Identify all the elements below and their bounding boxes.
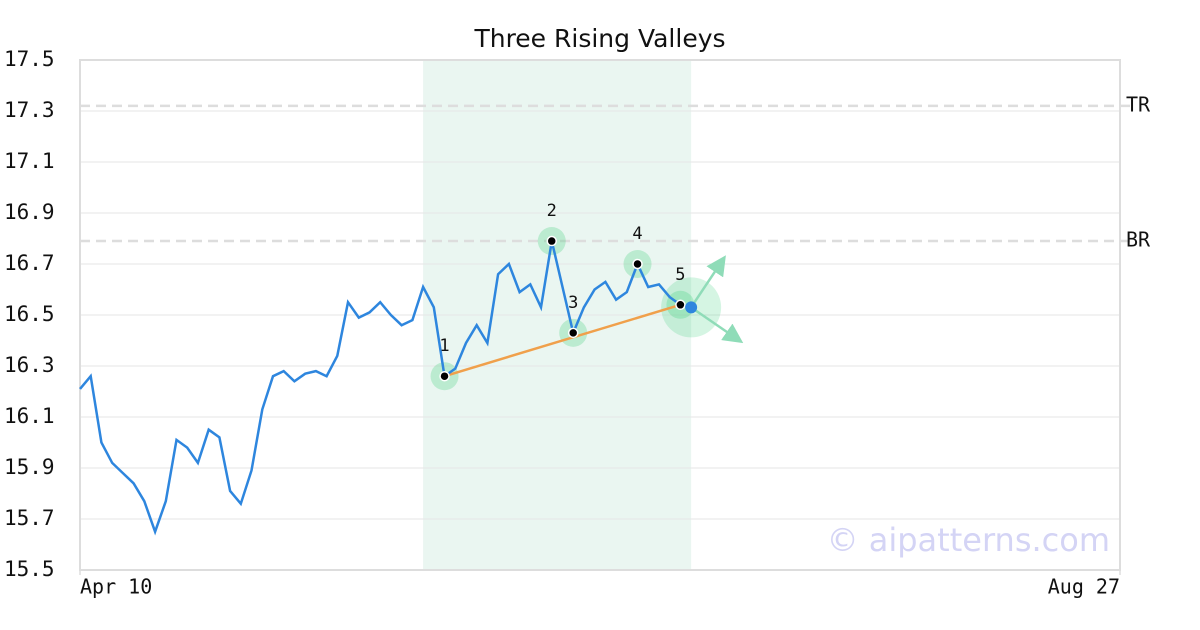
- y-tick-label: 16.9: [4, 200, 55, 224]
- y-tick-label: 17.5: [4, 47, 55, 71]
- pattern-label: 3: [568, 293, 578, 313]
- pattern-label: 4: [632, 224, 642, 244]
- pattern-point: [439, 370, 450, 382]
- arrow-up: [690, 255, 726, 309]
- pattern-point: [632, 258, 643, 270]
- y-tick-label: 16.1: [4, 404, 55, 428]
- y-tick-label: 16.5: [4, 302, 55, 326]
- y-tick-label: 16.3: [4, 353, 55, 377]
- y-tick-label: 15.5: [4, 557, 55, 581]
- arrow-down: [690, 306, 744, 344]
- level-label: TR: [1126, 92, 1151, 116]
- y-tick-label: 16.7: [4, 251, 55, 275]
- pattern-point: [675, 299, 686, 311]
- price-line: [79, 240, 692, 536]
- pattern-label: 1: [439, 336, 449, 356]
- chart-title: Three Rising Valleys: [473, 24, 725, 53]
- pattern-label: 2: [547, 201, 557, 221]
- level-label: BR: [1126, 228, 1151, 252]
- x-tick-label: Aug 27: [1048, 575, 1120, 599]
- current-point: [685, 301, 698, 314]
- pattern-point: [546, 235, 558, 247]
- y-tick-label: 15.7: [4, 506, 55, 530]
- y-tick-label: 17.1: [4, 149, 55, 173]
- plot-border: [79, 59, 1121, 571]
- pattern-label: 5: [675, 265, 685, 285]
- y-tick-label: 15.9: [4, 455, 55, 479]
- watermark: © aipatterns.com: [827, 521, 1110, 559]
- y-tick-label: 17.3: [4, 98, 55, 122]
- pattern-point: [567, 327, 579, 339]
- trend-line: [444, 303, 681, 378]
- x-tick-label: Apr 10: [80, 575, 152, 599]
